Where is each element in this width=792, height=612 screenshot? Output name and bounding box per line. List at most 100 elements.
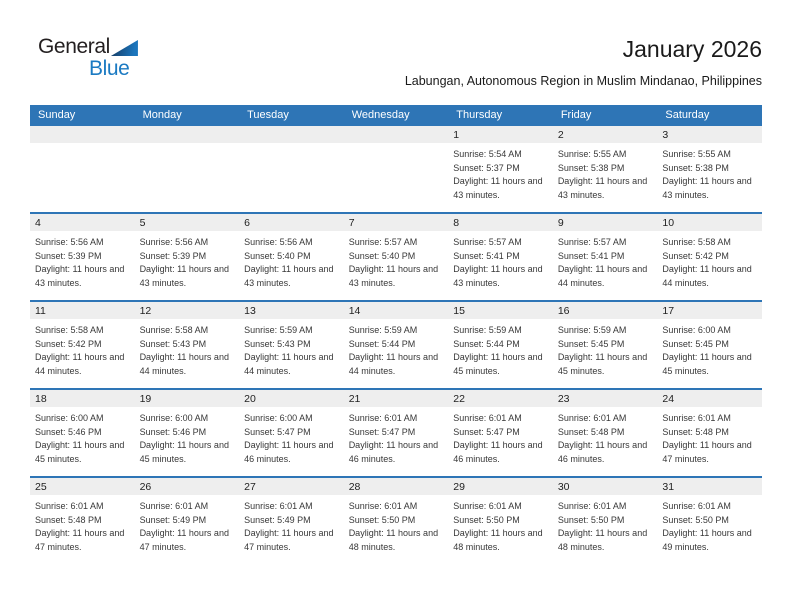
- day-cell: 14 Sunrise: 5:59 AM Sunset: 5:44 PM Dayligh…: [343, 300, 449, 389]
- daylight-text: Daylight: 11 hours and 47 minutes.: [244, 528, 334, 552]
- location-subtitle: Labungan, Autonomous Region in Muslim Mi…: [404, 74, 762, 89]
- sunrise-text: Sunrise: 5:59 AM: [557, 325, 627, 335]
- date-band: 26: [134, 478, 240, 495]
- day-cell: 10 Sunrise: 5:58 AM Sunset: 5:42 PM Dayligh…: [657, 212, 762, 301]
- sunset-text: Sunset: 5:39 PM: [139, 250, 207, 261]
- day-details: Sunrise: 5:57 AM Sunset: 5:40 PM Daylight:…: [344, 231, 449, 290]
- date-band: 4: [30, 214, 135, 231]
- daylight-text: Daylight: 11 hours and 48 minutes.: [453, 528, 543, 552]
- day-cell: 18 Sunrise: 6:00 AM Sunset: 5:46 PM Dayligh…: [30, 388, 135, 477]
- date-band: 28: [343, 478, 449, 495]
- sunset-text: Sunset: 5:47 PM: [244, 426, 311, 437]
- daylight-text: Daylight: 11 hours and 43 minutes.: [348, 264, 439, 288]
- sunset-text: Sunset: 5:37 PM: [453, 162, 520, 173]
- week-row: 4 Sunrise: 5:56 AM Sunset: 5:39 PM Daylight…: [30, 212, 762, 301]
- sunset-text: Sunset: 5:42 PM: [662, 250, 729, 261]
- day-number: 15: [453, 305, 465, 317]
- sunset-text: Sunset: 5:42 PM: [35, 338, 102, 349]
- daylight-text: Daylight: 11 hours and 43 minutes.: [662, 176, 752, 200]
- sunset-text: Sunset: 5:43 PM: [139, 338, 207, 349]
- day-cell: 5 Sunrise: 5:56 AM Sunset: 5:39 PM Daylight…: [134, 212, 240, 301]
- day-details: Sunrise: 5:56 AM Sunset: 5:39 PM Daylight:…: [30, 231, 135, 290]
- date-band: 15: [448, 302, 553, 319]
- sunrise-text: Sunrise: 5:57 AM: [557, 237, 627, 247]
- day-details: Sunrise: 6:01 AM Sunset: 5:48 PM Daylight:…: [657, 407, 762, 466]
- daylight-text: Daylight: 11 hours and 46 minutes.: [348, 440, 439, 464]
- daylight-text: Daylight: 11 hours and 45 minutes.: [35, 440, 125, 464]
- date-band: 18: [30, 390, 135, 407]
- day-details: Sunrise: 6:01 AM Sunset: 5:50 PM Daylight:…: [657, 495, 762, 554]
- sunset-text: Sunset: 5:48 PM: [662, 426, 729, 437]
- sunrise-text: Sunrise: 5:58 AM: [35, 325, 104, 335]
- daylight-text: Daylight: 11 hours and 48 minutes.: [557, 528, 648, 552]
- week-row: 1 Sunrise: 5:54 AM Sunset: 5:37 PM Daylight…: [30, 124, 762, 213]
- day-number: 7: [348, 217, 355, 229]
- day-cell: 7 Sunrise: 5:57 AM Sunset: 5:40 PM Daylight…: [343, 212, 449, 301]
- calendar-table: Sunday Monday Tuesday Wednesday Thursday Frid…: [30, 105, 762, 565]
- daylight-text: Daylight: 11 hours and 44 minutes.: [244, 352, 334, 376]
- sunset-text: Sunset: 5:48 PM: [35, 514, 102, 525]
- sunrise-text: Sunrise: 5:56 AM: [244, 237, 313, 247]
- day-details: Sunrise: 6:01 AM Sunset: 5:50 PM Daylight:…: [553, 495, 658, 554]
- day-details: Sunrise: 5:54 AM Sunset: 5:37 PM Daylight:…: [448, 143, 553, 202]
- date-band: 12: [134, 302, 240, 319]
- logo-text-general: General: [38, 35, 110, 58]
- daylight-text: Daylight: 11 hours and 45 minutes.: [139, 440, 229, 464]
- day-cell: 19 Sunrise: 6:00 AM Sunset: 5:46 PM Dayligh…: [134, 388, 240, 477]
- empty-day-cell: [30, 124, 135, 213]
- day-details: Sunrise: 5:59 AM Sunset: 5:44 PM Daylight:…: [344, 319, 449, 378]
- weekday-header-tuesday: Tuesday: [239, 105, 344, 125]
- date-band: 21: [343, 390, 449, 407]
- sunrise-text: Sunrise: 6:00 AM: [139, 413, 209, 423]
- day-details: Sunrise: 5:57 AM Sunset: 5:41 PM Daylight:…: [448, 231, 553, 290]
- day-cell: 11 Sunrise: 5:58 AM Sunset: 5:42 PM Dayligh…: [30, 300, 135, 389]
- day-cell: 15 Sunrise: 5:59 AM Sunset: 5:44 PM Dayligh…: [448, 300, 553, 389]
- day-number: 5: [139, 217, 146, 229]
- day-number: 24: [662, 393, 675, 405]
- day-cell: 9 Sunrise: 5:57 AM Sunset: 5:41 PM Daylight…: [552, 212, 658, 301]
- sunset-text: Sunset: 5:50 PM: [453, 514, 520, 525]
- empty-day-cell: [343, 124, 449, 213]
- day-details: Sunrise: 6:01 AM Sunset: 5:49 PM Daylight:…: [239, 495, 344, 554]
- day-cell: 28 Sunrise: 6:01 AM Sunset: 5:50 PM Dayligh…: [343, 476, 449, 565]
- weekday-header-friday: Friday: [552, 105, 658, 125]
- date-band: 3: [657, 126, 762, 143]
- day-cell: 6 Sunrise: 5:56 AM Sunset: 5:40 PM Daylight…: [239, 212, 344, 301]
- day-number: 3: [662, 129, 669, 141]
- date-band: 10: [657, 214, 762, 231]
- date-band: 22: [448, 390, 553, 407]
- sunrise-text: Sunrise: 5:58 AM: [139, 325, 209, 335]
- day-details: [344, 143, 449, 148]
- sunset-text: Sunset: 5:41 PM: [453, 250, 520, 261]
- day-number: 16: [557, 305, 570, 317]
- day-cell: 24 Sunrise: 6:01 AM Sunset: 5:48 PM Dayligh…: [657, 388, 762, 477]
- day-cell: 1 Sunrise: 5:54 AM Sunset: 5:37 PM Daylight…: [448, 124, 553, 213]
- day-number: 25: [35, 481, 47, 493]
- sunrise-text: Sunrise: 6:00 AM: [662, 325, 731, 335]
- date-band: 19: [134, 390, 240, 407]
- daylight-text: Daylight: 11 hours and 44 minutes.: [348, 352, 439, 376]
- date-band: 11: [30, 302, 135, 319]
- day-cell: 30 Sunrise: 6:01 AM Sunset: 5:50 PM Dayligh…: [552, 476, 658, 565]
- weekday-header-thursday: Thursday: [448, 105, 553, 125]
- sunset-text: Sunset: 5:38 PM: [662, 162, 729, 173]
- date-band: 1: [448, 126, 553, 143]
- weekday-header-wednesday: Wednesday: [343, 105, 449, 125]
- daylight-text: Daylight: 11 hours and 44 minutes.: [557, 264, 648, 288]
- day-number: 27: [244, 481, 256, 493]
- sunset-text: Sunset: 5:39 PM: [35, 250, 102, 261]
- week-row: 18 Sunrise: 6:00 AM Sunset: 5:46 PM Dayligh…: [30, 388, 762, 477]
- sunset-text: Sunset: 5:49 PM: [244, 514, 311, 525]
- sunrise-text: Sunrise: 6:01 AM: [453, 501, 522, 511]
- day-number: 30: [557, 481, 570, 493]
- date-band: 29: [448, 478, 553, 495]
- sunrise-text: Sunrise: 6:01 AM: [453, 413, 522, 423]
- daylight-text: Daylight: 11 hours and 43 minutes.: [244, 264, 334, 288]
- daylight-text: Daylight: 11 hours and 46 minutes.: [244, 440, 334, 464]
- day-cell: 29 Sunrise: 6:01 AM Sunset: 5:50 PM Dayligh…: [448, 476, 553, 565]
- date-band: [134, 126, 240, 143]
- sunset-text: Sunset: 5:45 PM: [662, 338, 729, 349]
- weekday-header-sunday: Sunday: [30, 105, 135, 125]
- date-band: 13: [239, 302, 344, 319]
- sunrise-text: Sunrise: 5:58 AM: [662, 237, 731, 247]
